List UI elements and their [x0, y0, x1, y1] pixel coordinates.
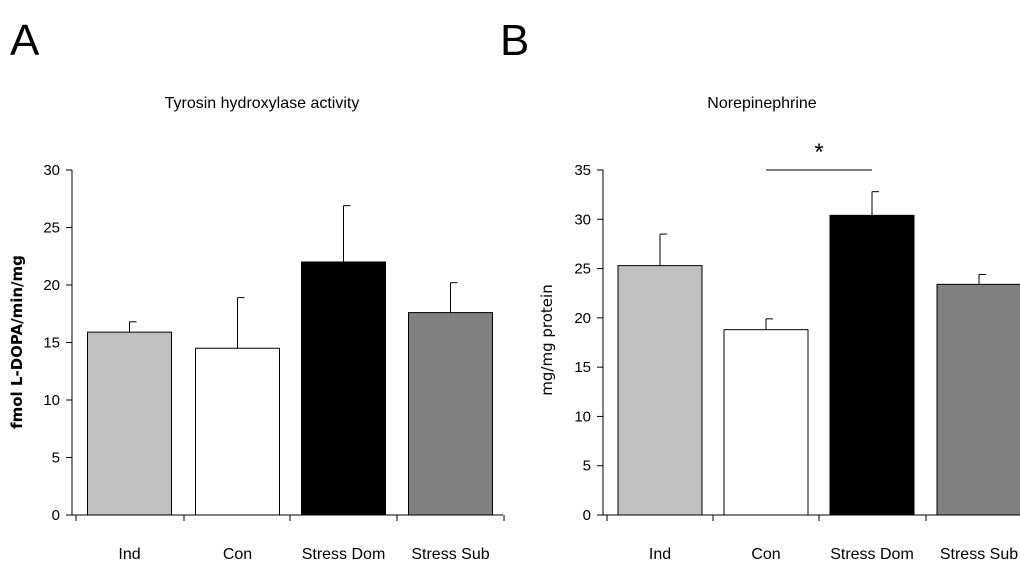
panel-a-bar-stress-dom: [301, 261, 386, 516]
panel-b-category-label: Ind: [649, 546, 671, 563]
panel-b-bar-con: [723, 329, 809, 516]
panel-b-bar-ind: [617, 265, 703, 516]
panel-a-y-tick-label: 25: [43, 220, 60, 237]
panel-b-bars: *: [617, 139, 1020, 516]
panel-b-bar-stress-dom: [829, 214, 915, 516]
panel-a-y-tick-label: 15: [43, 335, 60, 352]
panel-b-category-label: Con: [751, 546, 780, 563]
panel-a-category-label: Ind: [118, 546, 140, 563]
panel-b-significance-marker: *: [814, 139, 823, 166]
panel-a-y-tick-label: 5: [52, 450, 60, 467]
panel-a-axes: 0 5 10 15 20 25 30 Ind Con Stress Dom Stress Sub: [43, 162, 505, 563]
panel-b-y-tick-label: 15: [574, 359, 591, 376]
panel-b: B Norepinephrine mg/mg protein 0 5 10 15 20 2…: [500, 16, 1020, 563]
panel-a-category-label: Stress Sub: [411, 546, 489, 563]
panel-a-y-axis-label: fmol L-DOPA/min/mg: [8, 255, 26, 429]
panel-a-category-label: Stress Dom: [302, 546, 386, 563]
panel-a-bar-ind: [87, 331, 172, 516]
panel-b-category-label: Stress Dom: [830, 546, 914, 563]
panel-b-bar-stress-sub: [936, 283, 1020, 516]
panel-b-y-tick-label: 0: [583, 507, 591, 524]
panel-b-category-label: Stress Sub: [940, 546, 1018, 563]
panel-b-y-tick-label: 10: [574, 408, 591, 425]
panel-a-bars: [87, 205, 493, 516]
panel-a-y-tick-label: 0: [52, 507, 60, 524]
panel-a-category-label: Con: [223, 546, 252, 563]
panel-a-y-tick-label: 10: [43, 392, 60, 409]
panel-a-bar-con: [195, 347, 280, 516]
panel-a: A Tyrosin hydroxylase activity fmol L-DO…: [8, 16, 505, 563]
panel-b-y-tick-label: 20: [574, 310, 591, 327]
panel-b-title: Norepinephrine: [707, 95, 817, 112]
panel-b-y-tick-label: 35: [574, 162, 591, 179]
panel-b-y-tick-label: 30: [574, 211, 591, 228]
panel-a-title: Tyrosin hydroxylase activity: [165, 95, 360, 112]
panel-a-letter: A: [10, 16, 40, 65]
panel-a-y-tick-label: 30: [43, 162, 60, 179]
panel-b-letter: B: [500, 16, 529, 65]
panel-b-y-tick-label: 5: [583, 458, 591, 475]
panel-b-y-axis-label: mg/mg protein: [538, 284, 556, 395]
panel-a-y-tick-label: 20: [43, 277, 60, 294]
panel-a-bar-stress-sub: [408, 312, 493, 516]
panel-b-y-tick-label: 25: [574, 261, 591, 278]
